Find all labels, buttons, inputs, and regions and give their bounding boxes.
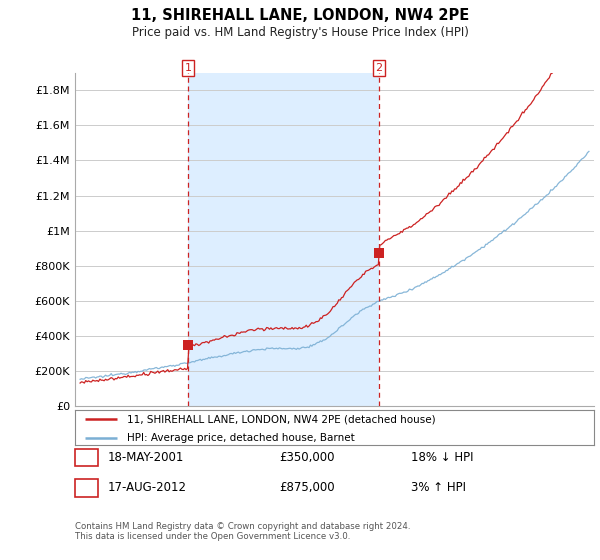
Text: 18-MAY-2001: 18-MAY-2001 [108, 451, 184, 464]
Bar [188, 73, 379, 406]
Text: 1: 1 [83, 452, 90, 463]
Text: Price paid vs. HM Land Registry's House Price Index (HPI): Price paid vs. HM Land Registry's House … [131, 26, 469, 39]
Text: 11, SHIREHALL LANE, LONDON, NW4 2PE: 11, SHIREHALL LANE, LONDON, NW4 2PE [131, 8, 469, 24]
Text: 18% ↓ HPI: 18% ↓ HPI [411, 451, 473, 464]
Text: 17-AUG-2012: 17-AUG-2012 [108, 481, 187, 494]
Text: 1: 1 [185, 63, 191, 73]
Text: 11, SHIREHALL LANE, LONDON, NW4 2PE (detached house): 11, SHIREHALL LANE, LONDON, NW4 2PE (det… [127, 414, 436, 424]
Text: £350,000: £350,000 [279, 451, 335, 464]
Text: 2: 2 [376, 63, 382, 73]
Text: 2: 2 [83, 483, 90, 493]
Text: £875,000: £875,000 [279, 481, 335, 494]
Text: Contains HM Land Registry data © Crown copyright and database right 2024.
This d: Contains HM Land Registry data © Crown c… [75, 522, 410, 542]
Text: 3% ↑ HPI: 3% ↑ HPI [411, 481, 466, 494]
Text: HPI: Average price, detached house, Barnet: HPI: Average price, detached house, Barn… [127, 432, 355, 442]
